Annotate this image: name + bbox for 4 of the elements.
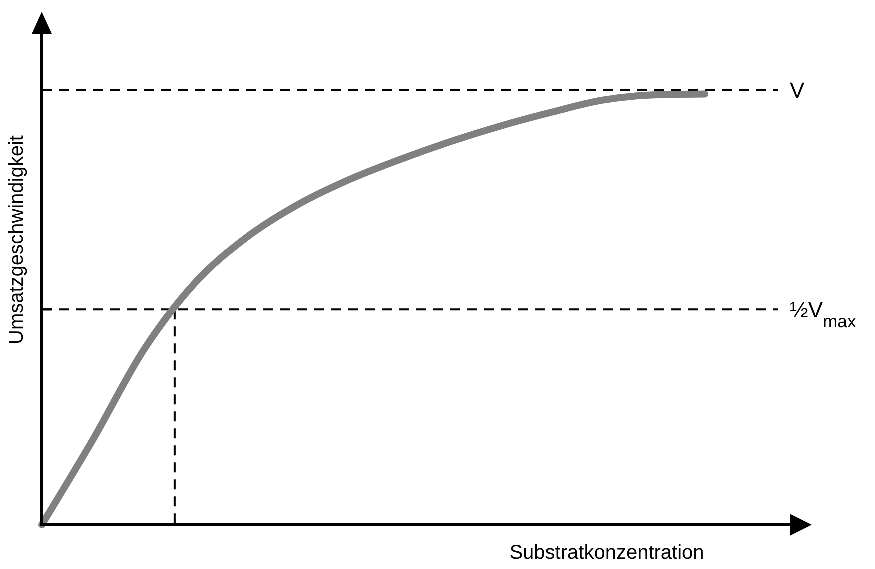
ref-line-label: ½V$_{max}$ (790, 298, 856, 332)
x-axis-title: Substratkonzentration (510, 542, 704, 564)
ref-line-label: V (790, 78, 805, 103)
y-axis-title: Umsatzgeschwindigkeit (6, 135, 28, 344)
